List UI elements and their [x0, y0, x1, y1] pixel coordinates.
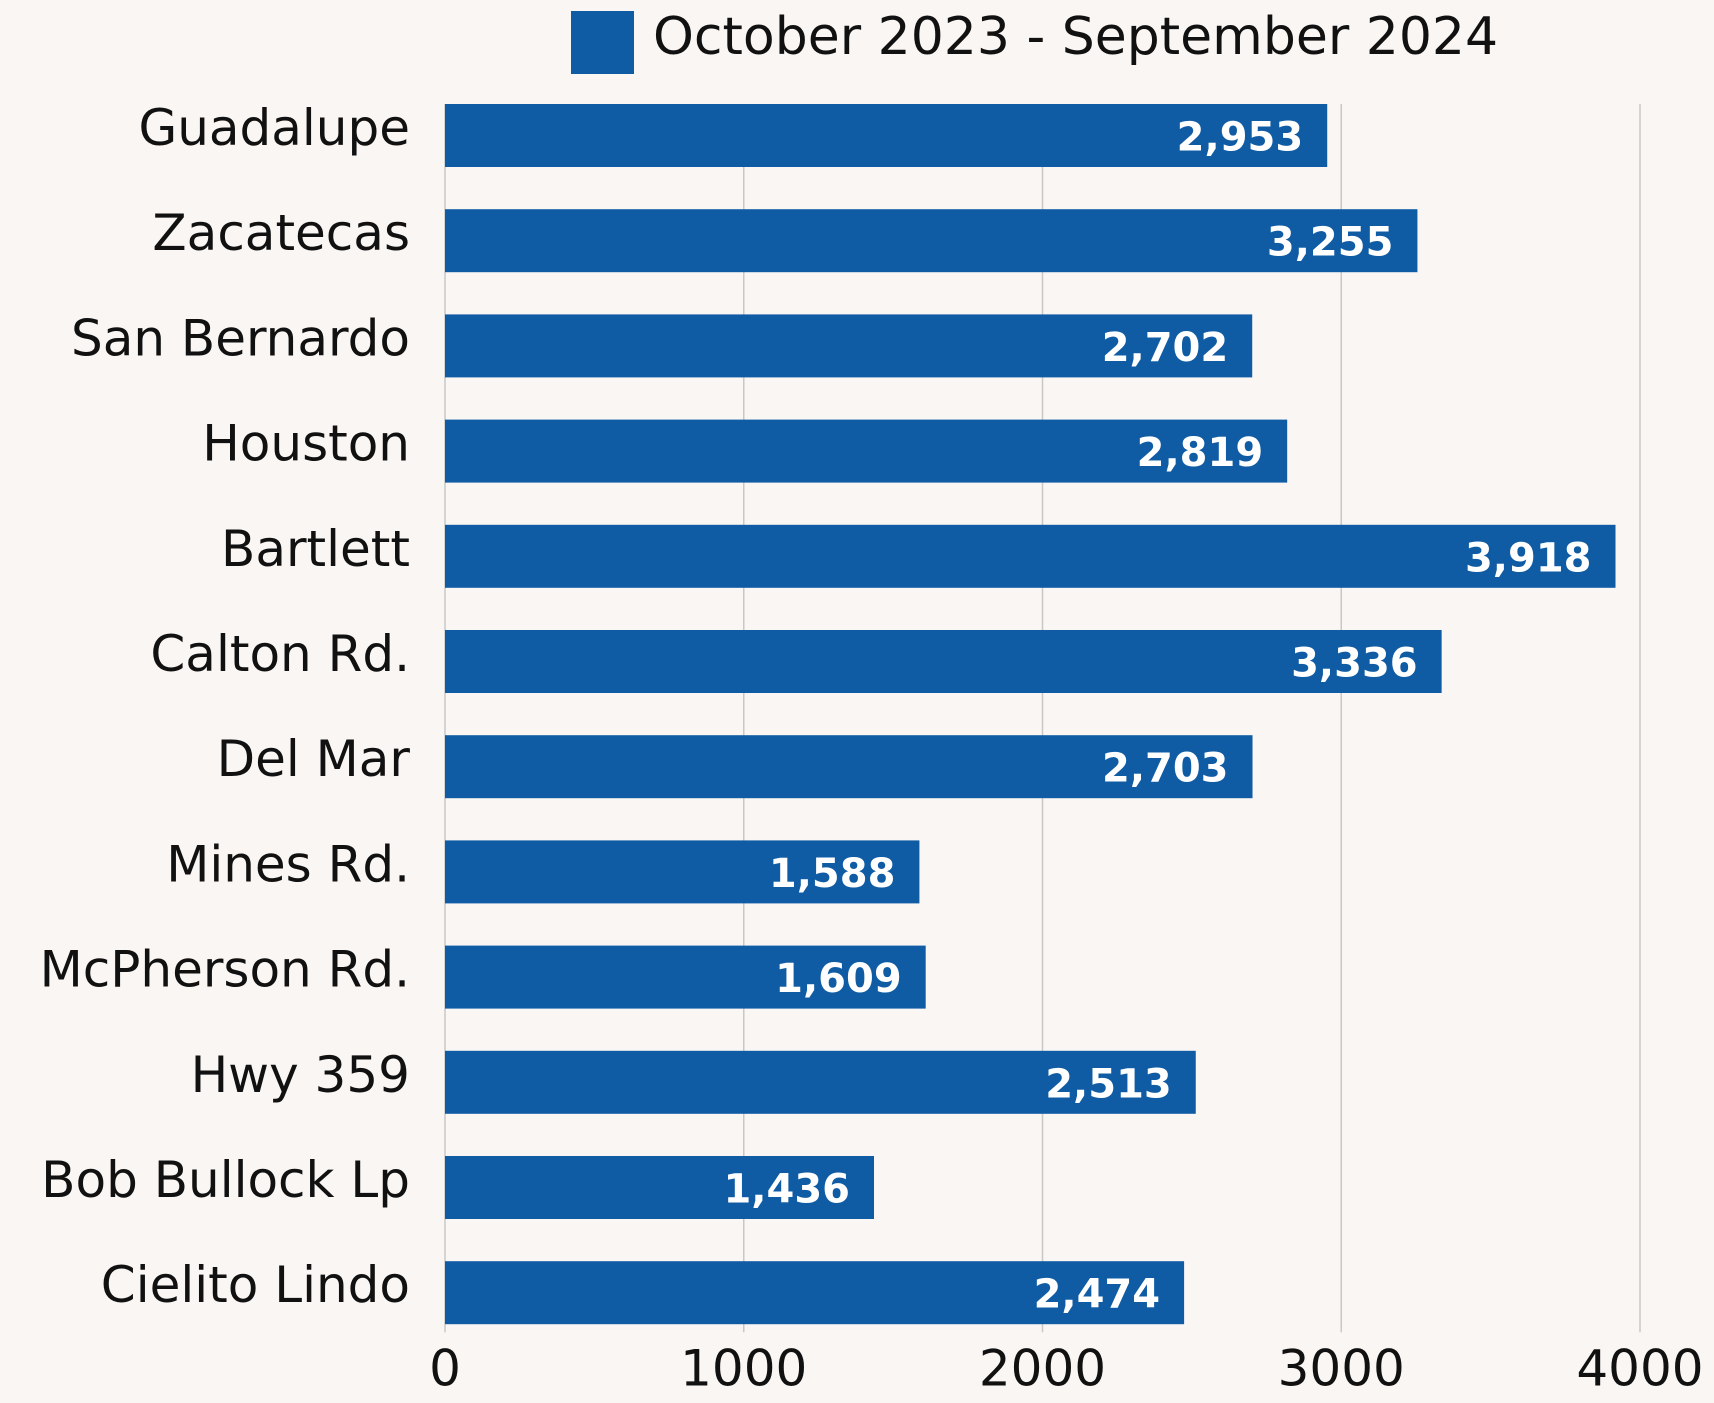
- bar: [445, 945, 926, 1009]
- legend-swatch: [571, 11, 634, 74]
- value-label: 1,609: [775, 956, 902, 1002]
- y-tick-label: Bob Bullock Lp: [41, 1151, 410, 1209]
- bar: [445, 630, 1442, 693]
- y-tick-label: Hwy 359: [191, 1046, 410, 1104]
- value-label: 2,703: [1102, 746, 1229, 792]
- y-tick-label: San Bernardo: [71, 309, 410, 367]
- value-label: 3,918: [1465, 535, 1592, 581]
- value-label: 3,255: [1267, 220, 1394, 266]
- value-label: 2,513: [1045, 1061, 1172, 1107]
- value-label: 2,819: [1137, 430, 1264, 476]
- x-tick-label: 0: [429, 1340, 461, 1398]
- bar: [445, 1156, 875, 1219]
- y-tick-label: Guadalupe: [138, 99, 410, 157]
- y-tick-label: Calton Rd.: [150, 625, 410, 683]
- y-tick-label: Mines Rd.: [166, 835, 410, 893]
- bar: [445, 524, 1616, 588]
- bar: [445, 209, 1418, 273]
- x-tick-label: 2000: [979, 1340, 1106, 1398]
- x-tick-label: 4000: [1576, 1340, 1703, 1398]
- value-label: 3,336: [1291, 641, 1418, 687]
- y-tick-label: Houston: [202, 415, 410, 473]
- value-label: 2,474: [1034, 1272, 1161, 1318]
- y-tick-label: Cielito Lindo: [101, 1256, 410, 1314]
- y-tick-label: Bartlett: [221, 520, 410, 578]
- y-tick-label: Zacatecas: [152, 204, 410, 262]
- value-label: 2,953: [1177, 115, 1304, 161]
- bar: [445, 314, 1253, 378]
- bar: [445, 1050, 1196, 1114]
- y-tick-label: Del Mar: [217, 730, 411, 788]
- bar: [445, 735, 1253, 799]
- bar: [445, 419, 1288, 483]
- bar: [445, 104, 1328, 167]
- value-label: 1,588: [769, 851, 896, 897]
- x-tick-label: 3000: [1278, 1340, 1405, 1398]
- legend-label: October 2023 - September 2024: [653, 7, 1498, 67]
- value-label: 2,702: [1102, 325, 1229, 371]
- y-tick-label: McPherson Rd.: [40, 941, 410, 999]
- x-tick-label: 1000: [680, 1340, 807, 1398]
- bar: [445, 1261, 1185, 1325]
- value-label: 1,436: [723, 1167, 850, 1213]
- bar: [445, 840, 920, 904]
